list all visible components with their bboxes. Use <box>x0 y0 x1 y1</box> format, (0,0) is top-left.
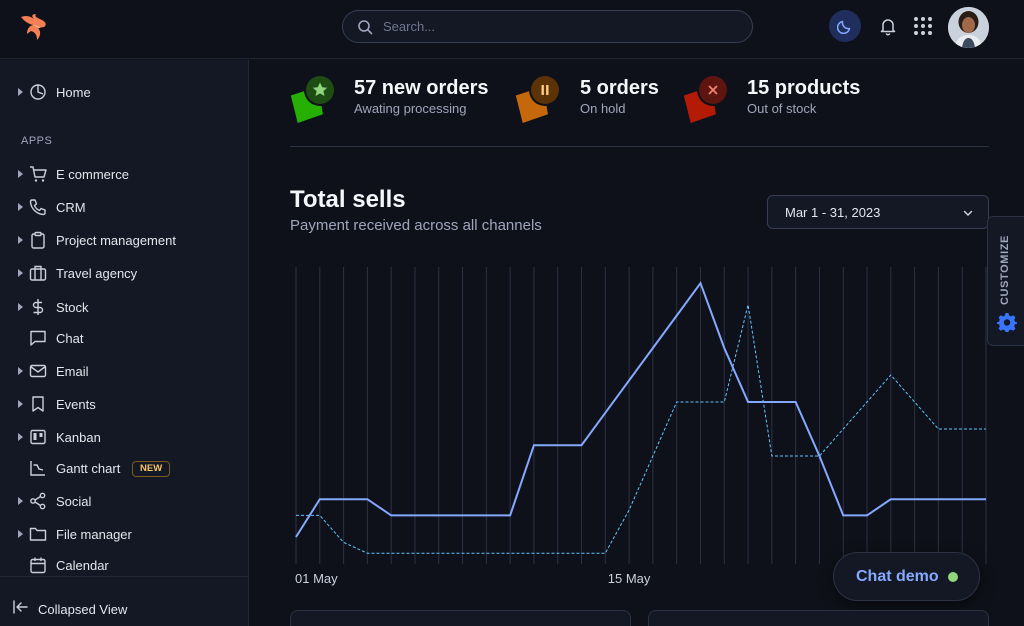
phone-icon <box>29 199 46 216</box>
calendar-icon <box>30 557 46 574</box>
sidebar-item-calendar[interactable]: Calendar <box>0 551 248 579</box>
divider <box>290 146 989 147</box>
online-status-dot <box>948 572 958 582</box>
share-icon <box>30 492 46 510</box>
caret-right-icon <box>18 433 23 441</box>
caret-right-icon <box>18 497 23 505</box>
sidebar-item-label: CRM <box>56 199 86 215</box>
mail-icon <box>29 364 47 378</box>
sidebar-item-label: E commerce <box>56 166 129 182</box>
gear-icon <box>997 313 1017 332</box>
kanban-icon <box>30 429 46 445</box>
sidebar-item-label: Gantt chart <box>56 460 121 476</box>
sidebar-item-file-manager[interactable]: File manager <box>0 520 248 548</box>
chat-demo-label: Chat demo <box>856 568 939 585</box>
caret-right-icon <box>18 400 23 408</box>
caret-right-icon <box>18 236 23 244</box>
card <box>290 610 631 626</box>
caret-right-icon <box>18 303 23 311</box>
message-icon <box>30 330 46 346</box>
sidebar-item-stock[interactable]: Stock <box>0 293 248 321</box>
close-icon <box>683 74 729 123</box>
avatar[interactable] <box>948 7 989 48</box>
sidebar-item-travel-agency[interactable]: Travel agency <box>0 259 248 287</box>
x-tick-label: 15 May <box>608 571 651 586</box>
stat-caption: Awating processing <box>354 101 467 116</box>
sidebar-item-label: Home <box>56 84 91 100</box>
sidebar-item-gantt-chart[interactable]: Gantt chart NEW <box>0 454 248 482</box>
sidebar-item-label: Calendar <box>56 557 109 573</box>
sidebar-item-label: Travel agency <box>56 265 138 281</box>
stat-value: 15 products <box>747 77 861 99</box>
card <box>648 610 989 626</box>
series-line-solid <box>295 281 986 538</box>
sidebar-item-social[interactable]: Social <box>0 487 248 515</box>
grid-icon[interactable] <box>913 16 933 36</box>
sidebar-item-label: Social <box>56 493 92 509</box>
stat-value: 57 new orders <box>354 77 489 99</box>
date-range-select[interactable]: Mar 1 - 31, 2023 <box>767 195 989 229</box>
total-sells-chart: 01 May 15 May <box>295 267 987 586</box>
gantt-icon <box>30 461 45 476</box>
pause-icon <box>515 74 561 123</box>
phoenix-logo[interactable] <box>18 11 50 43</box>
caret-right-icon <box>18 269 23 277</box>
sidebar-item-home[interactable]: Home <box>0 78 248 106</box>
sidebar-item-label: File manager <box>56 526 132 542</box>
search-input[interactable] <box>383 11 733 42</box>
sidebar-item-crm[interactable]: CRM <box>0 193 248 221</box>
sidebar-section-label: APPS <box>21 135 53 147</box>
briefcase-icon <box>29 265 47 281</box>
sidebar-item-chat[interactable]: Chat <box>0 324 248 352</box>
caret-right-icon <box>18 203 23 211</box>
date-range-value: Mar 1 - 31, 2023 <box>785 205 881 220</box>
caret-right-icon <box>18 170 23 178</box>
cart-icon <box>30 166 47 182</box>
series-line-dashed <box>296 304 986 554</box>
stat-caption: Out of stock <box>747 101 817 116</box>
bookmark-icon <box>32 396 44 412</box>
sidebar-item-ecommerce[interactable]: E commerce <box>0 160 248 188</box>
sidebar-item-label: Stock <box>56 299 89 315</box>
clock-icon <box>30 84 46 100</box>
section-title: Total sells <box>290 186 406 213</box>
caret-right-icon <box>18 88 23 96</box>
collapse-sidebar-button[interactable]: Collapsed View <box>0 576 248 626</box>
chat-demo-button[interactable]: Chat demo <box>833 552 980 601</box>
sidebar-item-email[interactable]: Email <box>0 357 248 385</box>
chevron-down-icon <box>963 210 973 216</box>
section-subtitle: Payment received across all channels <box>290 217 542 234</box>
top-bar <box>0 0 1024 59</box>
moon-icon <box>837 20 851 34</box>
folder-icon <box>29 527 47 541</box>
search-bar[interactable] <box>342 10 753 43</box>
sidebar-item-label: Email <box>56 363 89 379</box>
sidebar-item-label: Chat <box>56 330 84 346</box>
x-tick-label: 01 May <box>295 571 338 586</box>
sidebar-item-label: Kanban <box>56 429 101 445</box>
sidebar-item-label: Project management <box>56 232 176 248</box>
sidebar-item-project-management[interactable]: Project management <box>0 226 248 254</box>
customize-tab[interactable]: CUSTOMIZE <box>987 216 1024 346</box>
theme-toggle-button[interactable] <box>829 10 861 42</box>
sidebar-item-kanban[interactable]: Kanban <box>0 423 248 451</box>
stat-caption: On hold <box>580 101 626 116</box>
caret-right-icon <box>18 530 23 538</box>
new-badge: NEW <box>132 461 171 477</box>
caret-right-icon <box>18 367 23 375</box>
star-icon <box>290 74 336 123</box>
stat-value: 5 orders <box>580 77 659 99</box>
clipboard-icon <box>31 231 45 249</box>
sidebar-item-label: Events <box>56 396 96 412</box>
dollar-icon <box>32 299 44 315</box>
customize-label: CUSTOMIZE <box>999 235 1011 305</box>
search-icon <box>358 20 373 35</box>
sidebar-item-events[interactable]: Events <box>0 390 248 418</box>
collapse-label: Collapsed View <box>38 602 128 617</box>
sidebar: Home APPS E commerce CRM Project managem… <box>0 60 249 626</box>
collapse-left-icon <box>13 600 28 614</box>
bell-icon[interactable] <box>878 16 898 36</box>
